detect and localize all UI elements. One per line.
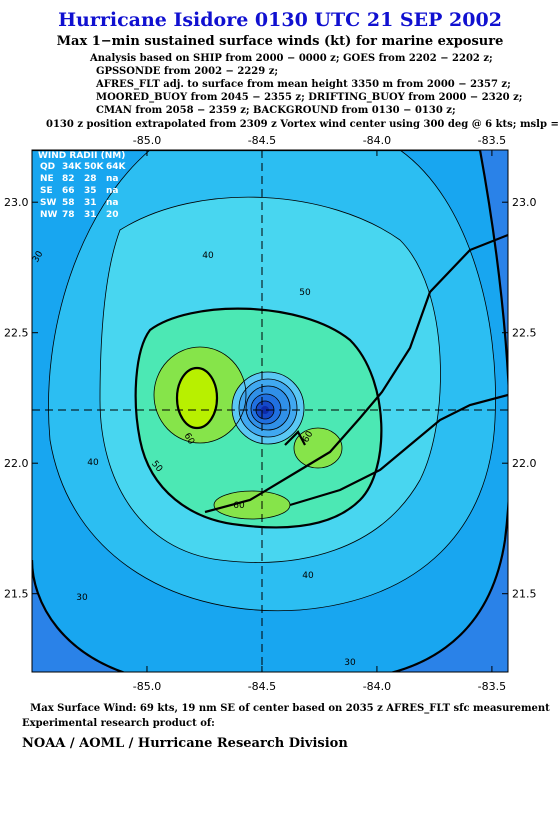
- table-cell: NE: [40, 174, 54, 184]
- contour-label: 50: [299, 288, 311, 298]
- info-line: MOORED_BUOY from 2045 − 2355 z; DRIFTING…: [96, 92, 522, 103]
- contour-label: 60: [233, 501, 245, 511]
- y-tick-label: 22.0: [4, 457, 29, 470]
- y-tick-label: 23.0: [512, 196, 537, 209]
- info-line: CMAN from 2058 − 2359 z; BACKGROUND from…: [96, 105, 456, 116]
- table-title: WIND RADII (NM): [38, 151, 125, 161]
- contour-label: 40: [302, 571, 314, 581]
- x-tick-label: -85.0: [133, 134, 161, 147]
- table-header: QD: [40, 162, 55, 172]
- table-cell: na: [106, 174, 118, 184]
- y-tick-label: 21.5: [4, 588, 29, 601]
- table-header: 50K: [84, 162, 105, 172]
- table-cell: 31: [84, 198, 97, 208]
- table-cell: 35: [84, 186, 97, 196]
- x-tick-label: -84.0: [363, 134, 391, 147]
- plot-frame: [31, 149, 509, 673]
- max-wind: Max Surface Wind: 69 kts, 19 nm SE of ce…: [30, 703, 550, 714]
- table-cell: 28: [84, 174, 97, 184]
- note: Experimental research product of:: [22, 718, 215, 729]
- x-tick-label: -84.5: [248, 680, 276, 693]
- table-cell: 82: [62, 174, 75, 184]
- table-header: 34K: [62, 162, 83, 172]
- table-cell: 66: [62, 186, 75, 196]
- wind-radii-table: WIND RADII (NM) QD 34K 50K 64K NE 82 28 na SE 66 3…: [38, 151, 127, 220]
- contour-label: 30: [76, 593, 88, 603]
- table-cell: 20: [106, 210, 119, 220]
- y-tick-label: 22.5: [4, 327, 29, 340]
- x-tick-label: -84.5: [248, 134, 276, 147]
- table-cell: 78: [62, 210, 75, 220]
- table-cell: na: [106, 186, 118, 196]
- info-line: GPSSONDE from 2002 − 2229 z;: [96, 66, 278, 77]
- x-tick-label: -83.5: [478, 134, 506, 147]
- x-tick-label: -84.0: [363, 680, 391, 693]
- table-cell: 58: [62, 198, 75, 208]
- table-header: 64K: [106, 162, 127, 172]
- wind-field: [32, 150, 508, 672]
- table-cell: SW: [40, 198, 56, 208]
- x-tick-label: -85.0: [133, 680, 161, 693]
- title: Hurricane Isidore 0130 UTC 21 SEP 2002: [58, 9, 502, 31]
- table-cell: na: [106, 198, 118, 208]
- organization: NOAA / AOML / Hurricane Research Divisio…: [22, 736, 348, 751]
- contour-label: 40: [202, 251, 214, 261]
- contour-label: 30: [344, 658, 356, 668]
- table-cell: NW: [40, 210, 58, 220]
- subtitle: Max 1−min sustained surface winds (kt) f…: [57, 34, 504, 49]
- y-tick-label: 21.5: [512, 588, 537, 601]
- y-tick-label: 23.0: [4, 196, 29, 209]
- x-tick-label: -83.5: [478, 680, 506, 693]
- contour-label: 40: [87, 458, 99, 468]
- table-cell: SE: [40, 186, 53, 196]
- table-cell: 31: [84, 210, 97, 220]
- y-tick-label: 22.5: [512, 327, 537, 340]
- info-line: Analysis based on SHIP from 2000 − 0000 …: [89, 53, 493, 64]
- info-line: AFRES_FLT adj. to surface from mean heig…: [95, 79, 511, 90]
- info-line: 0130 z position extrapolated from 2309 z…: [46, 119, 560, 130]
- y-tick-label: 22.0: [512, 457, 537, 470]
